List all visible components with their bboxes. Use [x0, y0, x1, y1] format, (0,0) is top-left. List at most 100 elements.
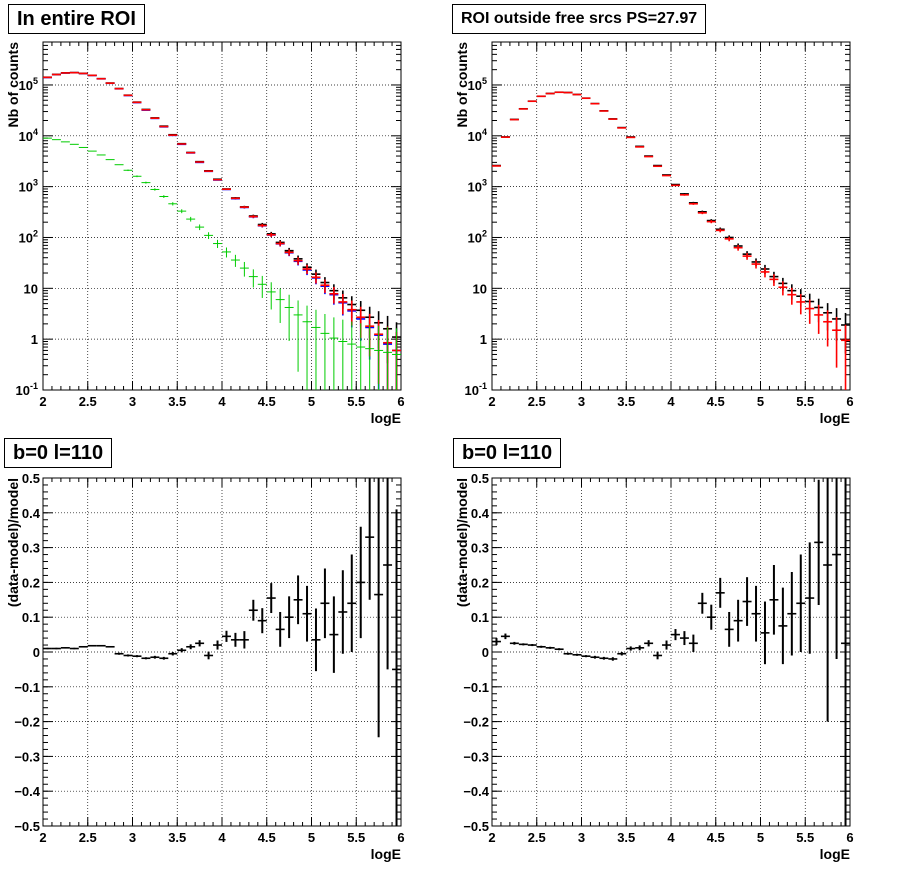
plot-frame: [491, 477, 851, 827]
data-point: [230, 254, 240, 267]
data-point: [177, 209, 187, 214]
x-tick-label: 5.5: [796, 830, 814, 845]
data-point: [626, 646, 636, 651]
data-point: [724, 611, 734, 647]
data-point: [248, 269, 258, 288]
data-point: [177, 648, 187, 653]
data-point: [608, 657, 618, 661]
data-point: [383, 326, 393, 390]
data-point: [347, 321, 357, 390]
x-tick-label: 2: [39, 394, 46, 409]
data-point: [841, 324, 850, 390]
y-tick-label: 102: [19, 228, 38, 245]
data-point: [356, 323, 366, 390]
x-tick-label: 3.5: [168, 394, 186, 409]
data-point: [572, 653, 582, 656]
data-point: [841, 478, 850, 826]
x-tick-label: 4: [218, 830, 226, 845]
data-point: [347, 554, 357, 652]
data-point: [347, 300, 357, 326]
data-point: [742, 252, 752, 260]
data-point: [814, 479, 824, 606]
x-tick-label: 2.5: [528, 830, 546, 845]
data-point: [653, 651, 663, 660]
x-tick-label: 5: [308, 394, 315, 409]
x-tick-label: 2: [488, 394, 495, 409]
data-point: [527, 643, 537, 647]
data-point: [679, 631, 689, 646]
data-point: [374, 478, 384, 738]
data-point: [222, 630, 231, 642]
data-point: [329, 317, 339, 390]
y-tick-label: 0.4: [471, 506, 490, 521]
data-point: [168, 202, 178, 206]
data-point: [751, 260, 761, 269]
y-tick-label: −0.5: [463, 819, 489, 834]
data-point: [769, 565, 779, 635]
x-tick-label: 3.5: [168, 830, 186, 845]
data-layer: [492, 91, 850, 390]
data-point: [266, 282, 276, 310]
x-tick-label: 5: [757, 394, 764, 409]
panel-3-title: b=0 l=110: [4, 438, 113, 468]
x-tick-label: 4: [667, 830, 675, 845]
y-tick-label: −0.4: [463, 784, 489, 799]
data-point: [778, 587, 788, 665]
y-axis-label: (data-model)/model: [454, 478, 470, 607]
data-point: [563, 652, 573, 655]
x-tick-label: 5: [308, 830, 315, 845]
data-point: [769, 274, 779, 286]
data-point: [320, 568, 330, 639]
data-point: [392, 509, 401, 826]
data-point: [832, 478, 842, 659]
data-point: [69, 647, 79, 650]
series-residuals: [492, 478, 850, 826]
data-point: [320, 314, 330, 390]
data-point: [302, 585, 312, 642]
data-point: [536, 645, 546, 648]
data-point: [132, 175, 142, 178]
y-tick-label: 0.2: [471, 575, 489, 590]
data-point: [733, 599, 743, 642]
data-point: [814, 304, 824, 334]
data-point: [374, 325, 384, 390]
data-point: [805, 542, 815, 654]
data-point: [697, 211, 707, 215]
y-tick-label: 10-1: [465, 381, 487, 398]
panel-2: 2 2.5 3 3.5 4 4.5 5 5.5 6 10-1 1 10 102 103 104 105 logE…: [454, 41, 854, 426]
data-point: [311, 272, 321, 284]
data-point: [688, 202, 698, 205]
data-point: [141, 181, 151, 184]
y-tick-label: −0.3: [14, 749, 40, 764]
y-tick-label: 0.3: [471, 541, 489, 556]
data-point: [141, 657, 151, 660]
x-tick-label: 4.5: [258, 394, 276, 409]
data-point: [365, 324, 375, 390]
data-point: [284, 596, 294, 639]
data-point: [338, 570, 348, 654]
x-tick-label: 5.5: [347, 394, 365, 409]
data-point: [599, 656, 609, 660]
plot-frame: [491, 41, 851, 391]
y-axis-label: (data-model)/model: [5, 478, 21, 607]
y-tick-label: 0.2: [22, 575, 40, 590]
data-point: [204, 651, 214, 660]
y-tick-label: −0.2: [463, 715, 489, 730]
y-tick-label: 10: [24, 281, 38, 296]
x-tick-label: 6: [397, 830, 404, 845]
x-tick-label: 5.5: [796, 394, 814, 409]
data-point: [150, 655, 160, 659]
y-tick-label: −0.5: [14, 819, 40, 834]
data-point: [150, 188, 160, 191]
x-tick-label: 3.5: [617, 830, 635, 845]
x-axis-label: logE: [820, 410, 850, 426]
data-point: [239, 261, 249, 277]
x-tick-label: 4.5: [258, 830, 276, 845]
data-point: [60, 647, 70, 649]
data-point: [554, 648, 564, 651]
x-tick-label: 2.5: [79, 830, 97, 845]
data-point: [706, 220, 716, 224]
data-point: [204, 232, 214, 240]
data-layer: [43, 478, 401, 826]
